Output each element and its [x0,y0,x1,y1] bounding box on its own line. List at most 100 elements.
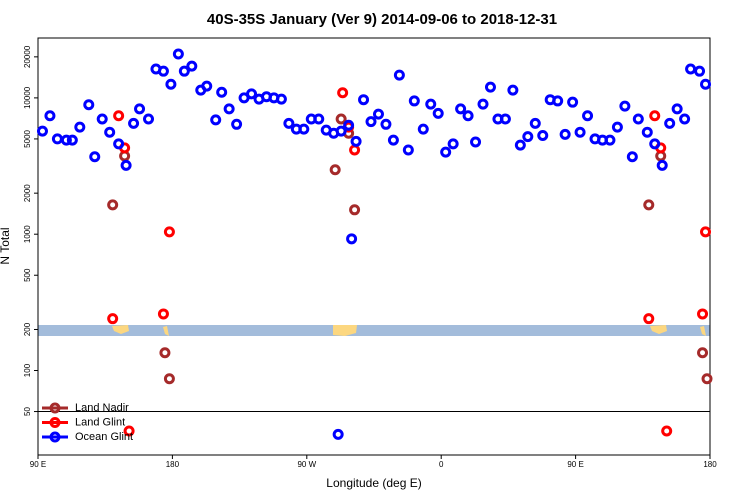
point [335,125,347,137]
point [343,119,355,131]
point [664,117,676,129]
point [346,233,358,245]
point [470,136,482,148]
point [157,308,169,320]
point [107,313,119,325]
point [89,151,101,163]
y-tick-label: 2000 [23,184,32,202]
point [83,99,95,111]
point [332,428,344,440]
plot-frame [37,37,711,456]
point [477,98,489,110]
point [649,138,661,150]
point [36,125,48,137]
x-tick-label: 180 [703,460,717,469]
point [298,123,310,135]
ocean-band [38,325,710,336]
point [358,94,370,106]
y-tick-label: 50 [23,407,32,416]
legend-label: Land Nadir [75,402,129,414]
land [163,326,169,336]
point [643,313,655,325]
point [120,159,132,171]
point [656,159,668,171]
point [143,113,155,125]
point [201,80,213,92]
land [333,325,357,336]
point [552,95,564,107]
y-tick-label: 100 [23,363,32,377]
y-axis-label: N Total [0,227,12,264]
point [700,78,712,90]
point [522,131,534,143]
point [701,373,713,385]
point [74,121,86,133]
y-tick-label: 200 [23,322,32,336]
y-tick-label: 20000 [23,45,32,68]
x-axis-label: Longitude (deg E) [326,476,421,490]
point [104,126,116,138]
point [432,107,444,119]
point [337,87,349,99]
legend-marker [49,417,61,428]
point [113,110,125,122]
point [113,138,125,150]
point [537,129,549,141]
point [275,93,287,105]
point [313,113,325,125]
land [700,326,706,336]
point [134,103,146,115]
y-tick-label: 500 [23,268,32,282]
point [393,69,405,81]
point [697,308,709,320]
point [210,114,222,126]
land [112,325,129,334]
point [611,121,623,133]
point [574,126,586,138]
point [172,48,184,60]
point [643,199,655,211]
point [440,146,452,158]
point [163,373,175,385]
x-tick-label: 90 W [297,460,316,469]
point [671,103,683,115]
point [44,110,56,122]
point [661,425,673,437]
point [283,117,295,129]
point [641,126,653,138]
point [582,110,594,122]
x-tick-label: 90 E [30,460,46,469]
point [455,103,467,115]
x-tick-label: 90 E [567,460,583,469]
y-tick-label: 5000 [23,129,32,147]
point [604,134,616,146]
map-strip [38,325,710,336]
point [128,117,140,129]
point [107,199,119,211]
point [499,113,511,125]
legend-marker [49,402,61,414]
point [66,134,78,146]
point [685,63,697,75]
point [619,100,631,112]
point [697,347,709,359]
point [165,78,177,90]
point [246,88,258,100]
point [694,65,706,77]
point [350,135,362,147]
point [178,65,190,77]
point [632,113,644,125]
point [380,118,392,130]
legend-label: Land Glint [75,416,125,428]
point [335,113,347,125]
point [349,144,361,156]
point [349,204,361,216]
point [417,123,429,135]
point [223,103,235,115]
point [462,110,474,122]
point [567,96,579,108]
point [514,139,526,151]
legend-label: Ocean Glint [75,431,133,443]
x-tick-label: 180 [166,460,180,469]
